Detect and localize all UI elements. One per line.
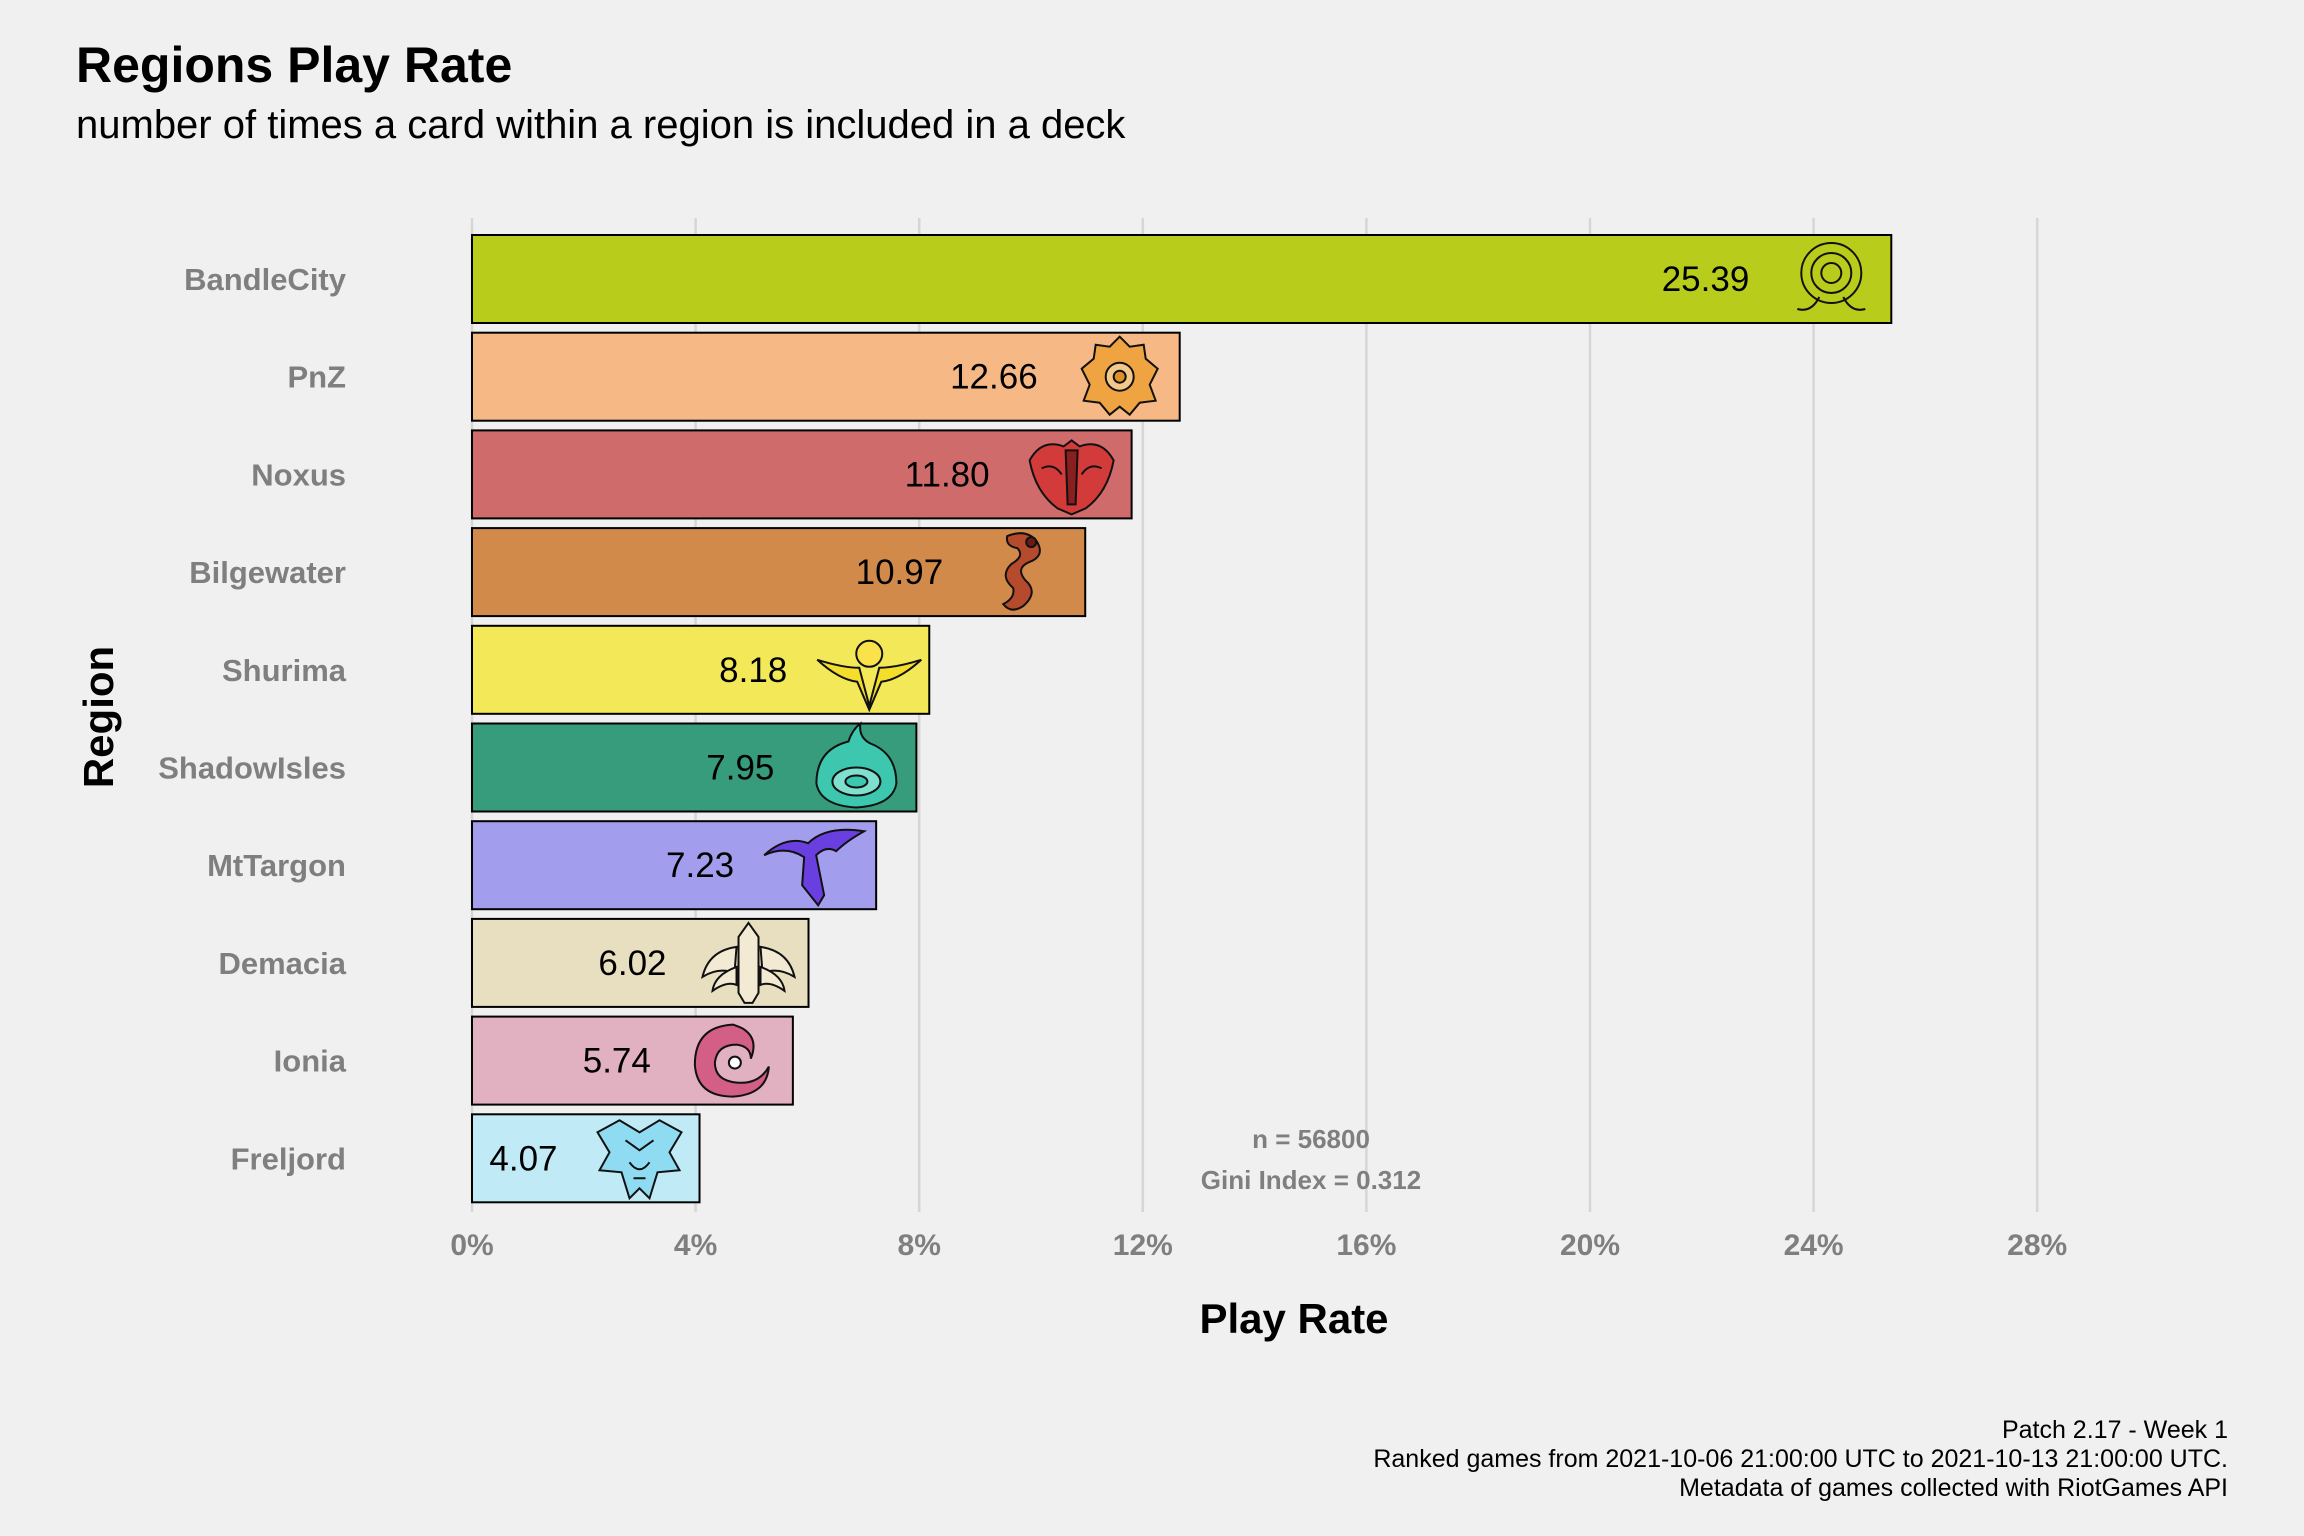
x-tick-label: 12% xyxy=(1113,1229,1173,1262)
bar-bilgewater xyxy=(471,527,1087,618)
chart-title: Regions Play Rate xyxy=(76,37,512,93)
bilgewater-icon xyxy=(1001,532,1041,611)
value-label: 25.39 xyxy=(1662,260,1750,299)
bar-pnz xyxy=(471,331,1181,422)
annotation-n: n = 56800 xyxy=(1252,1124,1370,1154)
value-label: 8.18 xyxy=(719,651,787,690)
category-label: Shurima xyxy=(222,653,347,688)
bandlecity-icon xyxy=(1797,242,1866,311)
caption-line-1: Patch 2.17 - Week 1 xyxy=(2002,1416,2228,1444)
value-label: 10.97 xyxy=(856,553,944,592)
category-labels: BandleCity PnZ Noxus Bilgewater Shurima Shado… xyxy=(158,262,347,1176)
category-label: MtTargon xyxy=(207,848,346,883)
x-tick-label: 16% xyxy=(1336,1229,1396,1262)
x-tick-label: 0% xyxy=(450,1229,493,1262)
category-label: Demacia xyxy=(218,946,346,981)
mttargon-icon xyxy=(763,828,868,907)
shurima-icon xyxy=(816,639,922,713)
x-tick-label: 8% xyxy=(898,1229,941,1262)
value-label: 6.02 xyxy=(598,944,666,983)
noxus-icon xyxy=(1028,439,1115,516)
bars: 25.39 12.66 11.80 10.97 8.18 7.95 7.23 6.02 5.74… xyxy=(471,234,1893,1204)
x-tick-label: 4% xyxy=(674,1229,717,1262)
y-axis-title: Region xyxy=(75,646,122,788)
x-axis-title: Play Rate xyxy=(1199,1295,1388,1342)
demacia-icon xyxy=(700,921,797,1004)
x-tick-label: 28% xyxy=(2007,1229,2067,1262)
caption-line-2: Ranked games from 2021-10-06 21:00:00 UT… xyxy=(1373,1445,2228,1473)
annotation-gini: Gini Index = 0.312 xyxy=(1201,1165,1421,1195)
value-label: 12.66 xyxy=(950,358,1038,397)
value-label: 7.23 xyxy=(666,846,734,885)
shadowisles-icon xyxy=(815,721,898,809)
x-tick-label: 20% xyxy=(1560,1229,1620,1262)
category-label: Freljord xyxy=(231,1141,346,1176)
pnz-icon xyxy=(1080,335,1159,417)
category-label: ShadowIsles xyxy=(158,751,346,786)
freljord-icon xyxy=(596,1119,683,1201)
caption-line-3: Metadata of games collected with RiotGam… xyxy=(1679,1474,2228,1502)
bar-noxus xyxy=(471,429,1133,520)
chart-subtitle: number of times a card within a region i… xyxy=(76,103,1126,147)
value-label: 7.95 xyxy=(706,749,774,788)
value-label: 11.80 xyxy=(905,455,990,494)
x-tick-label: 24% xyxy=(1784,1229,1844,1262)
category-label: Noxus xyxy=(251,457,346,492)
category-label: Bilgewater xyxy=(189,555,346,590)
value-label: 5.74 xyxy=(583,1042,651,1081)
value-label: 4.07 xyxy=(489,1139,557,1178)
category-label: Ionia xyxy=(274,1044,347,1079)
category-label: PnZ xyxy=(287,360,346,395)
x-tick-labels: 0% 4% 8% 12% 16% 20% 24% 28% xyxy=(450,1229,2067,1262)
category-label: BandleCity xyxy=(184,262,347,297)
ionia-icon xyxy=(693,1023,770,1098)
bar-bandlecity xyxy=(471,234,1893,324)
